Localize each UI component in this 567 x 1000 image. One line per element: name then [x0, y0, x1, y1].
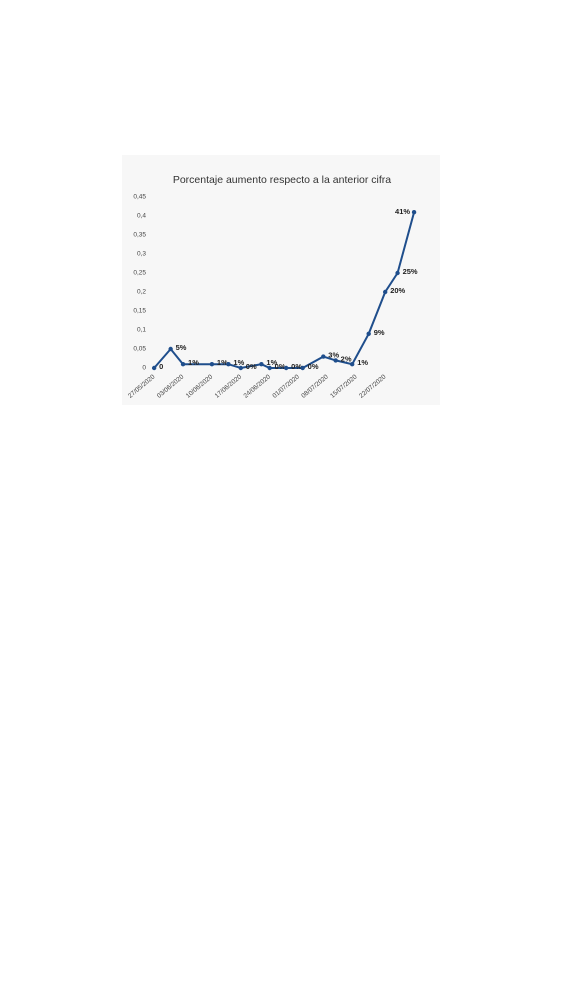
y-tick-label: 0,15: [133, 308, 146, 315]
y-tick-label: 0,3: [137, 251, 146, 258]
y-tick-label: 0,45: [133, 194, 146, 201]
data-point: [238, 365, 243, 371]
data-label: 41%: [395, 207, 410, 216]
data-label: 1%: [188, 358, 199, 367]
data-point: [267, 365, 272, 371]
data-point: [382, 289, 388, 295]
data-point: [321, 354, 326, 359]
y-tick-label: 0,1: [137, 327, 146, 334]
data-label: 0%: [291, 362, 302, 371]
data-label: 1%: [266, 358, 277, 367]
data-point: [259, 362, 264, 367]
data-point: [300, 365, 305, 371]
data-point: [180, 362, 186, 367]
data-point: [333, 358, 338, 363]
y-tick-label: 0,05: [133, 346, 146, 353]
data-label: 1%: [233, 358, 244, 367]
data-point: [366, 331, 371, 336]
data-point: [395, 270, 400, 276]
y-tick-label: 0,2: [137, 289, 146, 296]
data-label: 20%: [390, 286, 405, 295]
data-label: 2%: [341, 354, 352, 363]
y-tick-label: 0,35: [133, 232, 146, 239]
data-point: [151, 365, 157, 371]
data-point: [226, 362, 231, 367]
data-label: 9%: [374, 328, 385, 337]
chart-background: [122, 155, 440, 405]
data-label: 0%: [275, 362, 286, 371]
y-tick-label: 0,25: [133, 270, 146, 277]
data-label: 0%: [308, 362, 319, 371]
data-label: 5%: [176, 343, 187, 352]
data-point: [411, 210, 417, 215]
data-label: 1%: [217, 358, 228, 367]
y-tick-label: 0: [142, 365, 146, 372]
data-label: 0: [159, 362, 163, 371]
chart-title: Porcentaje aumento respecto a la anterio…: [173, 174, 391, 186]
data-label: 3%: [328, 351, 339, 360]
y-tick-label: 0,4: [137, 213, 146, 220]
data-label: 1%: [357, 358, 368, 367]
data-point: [209, 362, 215, 367]
data-point: [349, 362, 355, 367]
data-point: [283, 365, 289, 371]
data-point: [168, 346, 173, 352]
data-label: 0%: [246, 362, 257, 371]
data-label: 25%: [403, 267, 418, 276]
